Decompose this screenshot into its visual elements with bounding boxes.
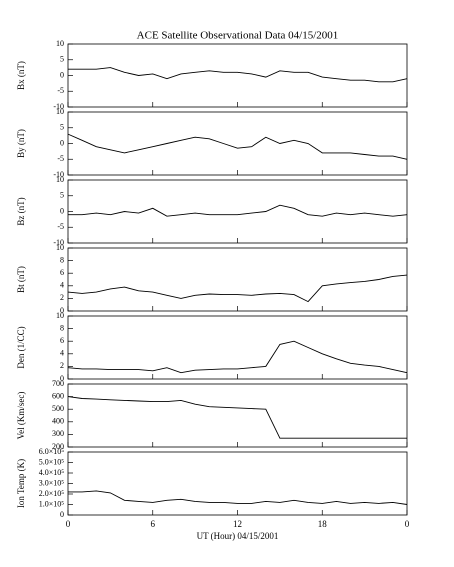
- y-tick-label: 200: [52, 442, 64, 451]
- plot-frame: [67, 247, 408, 312]
- y-tick-label: -5: [57, 86, 64, 95]
- y-tick-label: 0: [60, 206, 64, 215]
- y-tick-label: -10: [53, 102, 64, 111]
- y-tick-label: 10: [56, 107, 64, 116]
- data-line: [68, 67, 408, 83]
- y-tick-label: -10: [53, 238, 64, 247]
- y-tick-label: 0: [60, 70, 64, 79]
- data-line: [67, 340, 408, 374]
- y-tick-label: 6: [60, 336, 64, 345]
- y-tick-label: 6.0×10⁵: [39, 447, 65, 456]
- y-tick-label: 1.0×10⁵: [39, 499, 65, 508]
- data-line: [67, 274, 408, 303]
- y-tick-label: 8: [60, 323, 64, 332]
- x-tick-label: 12: [233, 519, 242, 529]
- y-axis-label: Bt (nT): [16, 266, 26, 293]
- y-tick-label: 2: [60, 361, 64, 370]
- data-line: [68, 204, 408, 217]
- y-tick-label: 2.0×10⁵: [39, 489, 65, 498]
- y-tick-label: 0: [60, 374, 64, 383]
- data-line: [67, 133, 408, 160]
- y-tick-label: 4: [60, 349, 64, 358]
- y-tick-label: 500: [52, 404, 64, 413]
- y-tick-label: 3.0×10⁵: [39, 478, 65, 487]
- y-tick-label: 10: [56, 311, 64, 320]
- y-axis-label: Den (1/CC): [16, 326, 26, 368]
- data-line: [67, 396, 407, 439]
- y-axis-label: Bx (nT): [16, 61, 26, 90]
- y-tick-label: 700: [52, 379, 64, 388]
- data-line: [68, 490, 408, 505]
- y-tick-label: 0: [60, 510, 64, 519]
- x-tick-label: 18: [318, 519, 328, 529]
- y-tick-label: 600: [52, 391, 64, 400]
- y-tick-label: 400: [52, 417, 64, 426]
- y-tick-label: 0: [60, 306, 64, 315]
- y-axis-label: By (nT): [16, 129, 26, 158]
- y-tick-label: 10: [56, 175, 64, 184]
- y-tick-label: 4: [60, 281, 64, 290]
- y-axis-label: Bz (nT): [16, 197, 26, 225]
- x-tick-label: 0: [405, 519, 410, 529]
- plot-frame: [67, 383, 408, 448]
- y-tick-label: 5: [60, 55, 64, 64]
- y-tick-label: 6: [60, 268, 64, 277]
- y-tick-label: 5: [60, 123, 64, 132]
- plot-frame: [67, 179, 408, 244]
- plot-frame: [67, 43, 408, 108]
- y-tick-label: 5: [60, 191, 64, 200]
- x-tick-label: 0: [66, 519, 71, 529]
- x-axis-label: UT (Hour) 04/15/2001: [197, 531, 279, 541]
- y-tick-label: -5: [57, 154, 64, 163]
- plot-frame: [67, 451, 408, 516]
- y-tick-label: -5: [57, 222, 64, 231]
- y-tick-label: 8: [60, 255, 64, 264]
- y-tick-label: 10: [56, 39, 64, 48]
- y-tick-label: 2: [60, 293, 64, 302]
- y-tick-label: 4.0×10⁵: [39, 468, 65, 477]
- y-axis-label: Ion Temp (K): [16, 459, 26, 508]
- y-tick-label: 10: [56, 243, 64, 252]
- chart-title: ACE Satellite Observational Data 04/15/2…: [137, 30, 339, 42]
- y-tick-label: 0: [60, 138, 64, 147]
- y-tick-label: 5.0×10⁵: [39, 457, 65, 466]
- x-tick-label: 6: [151, 519, 156, 529]
- y-tick-label: 300: [52, 429, 64, 438]
- y-tick-label: -10: [53, 170, 64, 179]
- y-axis-label: Vel (Km/sec): [16, 392, 26, 440]
- plot-frame: [67, 111, 408, 176]
